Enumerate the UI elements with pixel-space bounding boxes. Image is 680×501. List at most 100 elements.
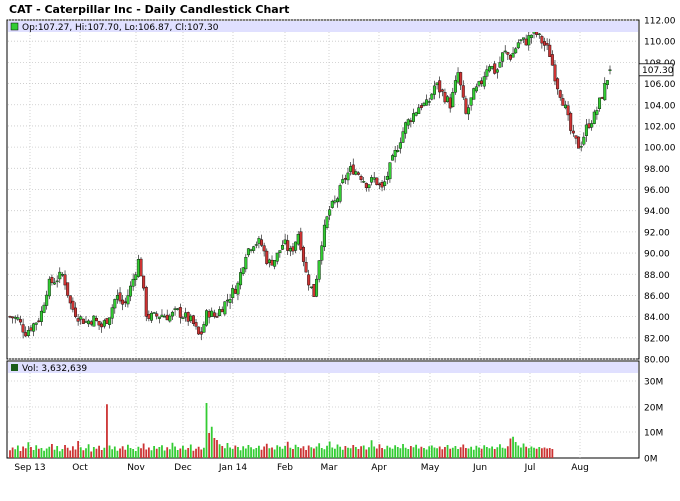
volume-bar bbox=[548, 448, 551, 458]
candle bbox=[556, 77, 560, 95]
candle-body bbox=[39, 310, 43, 322]
price-tick-label: 92.00 bbox=[644, 228, 670, 238]
volume-bar bbox=[51, 444, 53, 458]
volume-bar bbox=[302, 446, 305, 458]
volume-bar bbox=[14, 449, 17, 458]
candle-body bbox=[577, 136, 581, 149]
volume-bar bbox=[425, 449, 428, 458]
candle bbox=[16, 314, 20, 321]
grid-layer bbox=[8, 19, 638, 458]
candle bbox=[239, 268, 243, 290]
candle-body bbox=[600, 97, 604, 99]
month-tick-label: Nov bbox=[127, 463, 145, 473]
candle-body bbox=[372, 177, 376, 180]
candle-body bbox=[79, 316, 83, 320]
candle-body bbox=[215, 316, 219, 318]
candle bbox=[53, 278, 57, 285]
candle bbox=[440, 88, 444, 97]
candle bbox=[118, 287, 122, 304]
volume-bar bbox=[202, 447, 205, 458]
price-tick-label: 104.00 bbox=[644, 101, 676, 111]
volume-bar bbox=[213, 438, 216, 458]
candle-body bbox=[430, 93, 434, 100]
candle bbox=[603, 77, 607, 101]
volume-bar bbox=[24, 448, 27, 458]
candle bbox=[241, 266, 245, 276]
candle bbox=[194, 319, 198, 330]
candle-body bbox=[312, 284, 316, 297]
volume-bar bbox=[174, 446, 176, 458]
candle-body bbox=[548, 44, 552, 57]
candle bbox=[191, 314, 195, 327]
candle bbox=[375, 177, 379, 186]
candle-body bbox=[440, 89, 444, 92]
volume-panel bbox=[6, 360, 640, 459]
candle-body bbox=[582, 136, 586, 145]
candle-body bbox=[11, 316, 15, 319]
candle-body bbox=[477, 81, 481, 86]
volume-bar bbox=[472, 449, 475, 458]
candle-body bbox=[482, 76, 486, 87]
candle-body bbox=[299, 231, 303, 250]
candle-body bbox=[118, 292, 122, 302]
candle bbox=[579, 141, 583, 152]
candle bbox=[26, 326, 30, 338]
candle-body bbox=[176, 308, 180, 310]
candle bbox=[246, 248, 250, 258]
candle-body bbox=[529, 34, 533, 38]
volume-bar bbox=[423, 448, 425, 458]
candle-body bbox=[294, 241, 298, 251]
candle-body bbox=[239, 272, 243, 286]
candle bbox=[160, 309, 164, 318]
candle-body bbox=[110, 307, 114, 319]
candle-body bbox=[380, 182, 384, 188]
candle bbox=[522, 37, 526, 44]
candle-body bbox=[443, 92, 447, 103]
candle-body bbox=[152, 312, 156, 314]
candle-body bbox=[498, 62, 502, 68]
candle bbox=[254, 241, 258, 249]
candle bbox=[590, 120, 594, 131]
candle bbox=[32, 322, 36, 337]
volume-bar bbox=[409, 446, 412, 458]
candle-body bbox=[553, 64, 557, 82]
volume-bar bbox=[336, 444, 339, 458]
volume-bar bbox=[347, 447, 349, 458]
candle-body bbox=[571, 130, 575, 134]
volume-bar bbox=[69, 450, 72, 458]
volume-bar bbox=[61, 449, 64, 458]
candle bbox=[414, 111, 418, 117]
candle bbox=[45, 290, 49, 310]
candle-body bbox=[419, 105, 423, 108]
candle-body bbox=[425, 99, 429, 106]
candle bbox=[487, 64, 491, 73]
candle bbox=[427, 97, 431, 106]
volume-bar bbox=[480, 448, 483, 458]
volume-bar bbox=[92, 447, 95, 458]
candle-body bbox=[236, 282, 240, 295]
candle-body bbox=[100, 323, 104, 328]
volume-bar bbox=[106, 404, 108, 458]
candle-body bbox=[257, 238, 261, 244]
candle-body bbox=[280, 244, 284, 250]
volume-bar bbox=[90, 451, 93, 458]
candle-body bbox=[304, 261, 308, 273]
volume-bar bbox=[255, 448, 258, 458]
candle-body bbox=[537, 33, 541, 36]
candle bbox=[228, 293, 232, 309]
volume-bar bbox=[182, 445, 184, 458]
candle bbox=[506, 51, 510, 60]
volume-bar bbox=[113, 446, 116, 458]
candle bbox=[411, 108, 415, 124]
volume-bar bbox=[339, 446, 342, 458]
candle-body bbox=[349, 166, 353, 172]
volume-bar bbox=[530, 446, 533, 458]
volume-bar bbox=[320, 448, 323, 458]
volume-tick-label: 20M bbox=[644, 404, 663, 414]
candle bbox=[341, 174, 345, 185]
volume-bar bbox=[95, 448, 98, 458]
volume-bar bbox=[258, 445, 260, 458]
candle-body bbox=[81, 318, 85, 324]
volume-bar bbox=[229, 447, 231, 458]
volume-bar bbox=[310, 447, 313, 458]
